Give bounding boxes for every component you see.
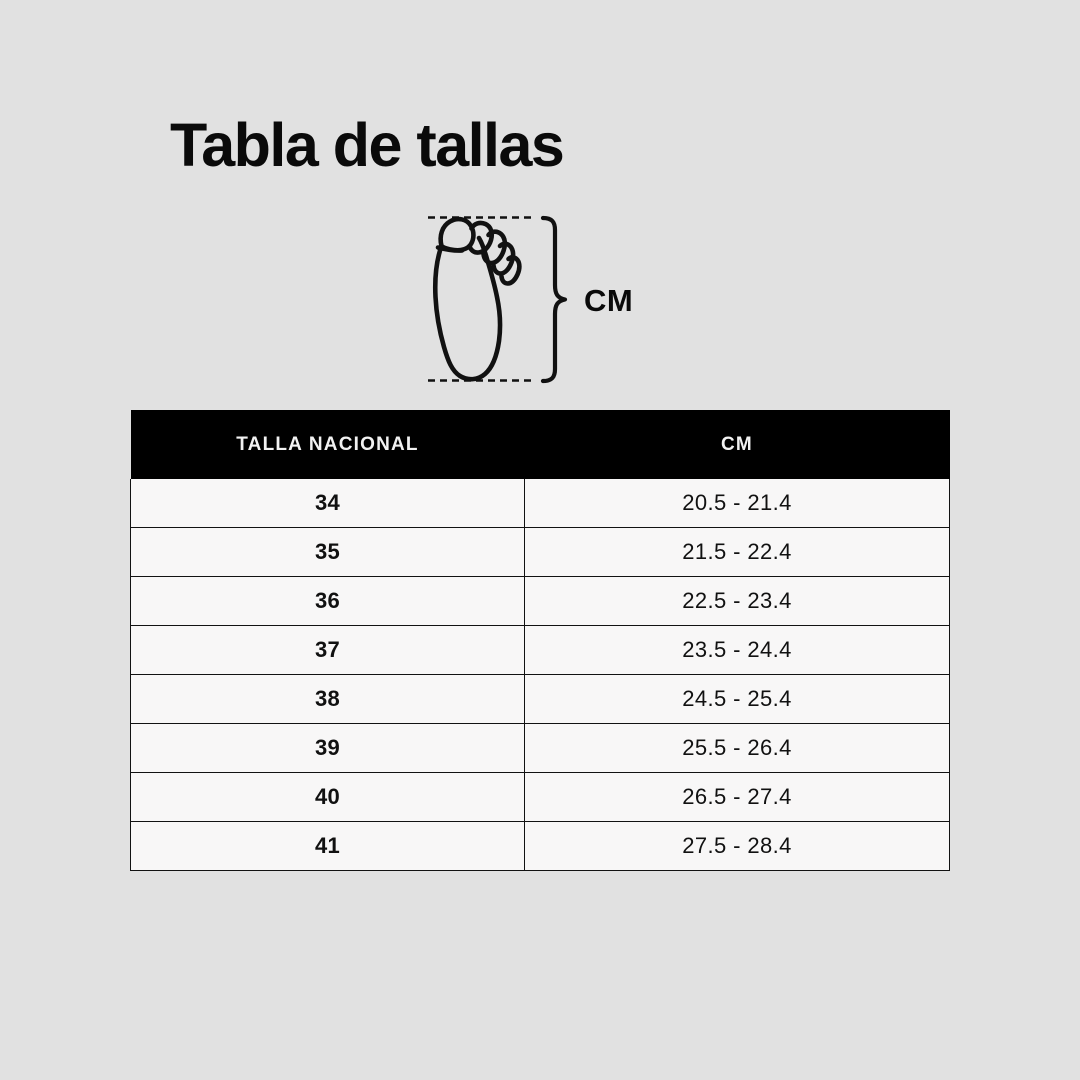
table-header-row: TALLA NACIONAL CM [130,410,950,479]
foot-measurement-diagram [410,205,670,395]
table-row: 34 20.5 - 21.4 [130,479,950,528]
table-row: 39 25.5 - 26.4 [130,723,950,773]
cell-talla: 38 [130,674,525,724]
cell-talla: 37 [130,625,525,675]
cell-cm: 26.5 - 27.4 [524,772,950,822]
page-title: Tabla de tallas [170,111,565,179]
cell-talla: 34 [130,479,525,528]
cell-cm: 20.5 - 21.4 [524,479,950,528]
cell-talla: 35 [130,527,525,577]
cell-talla: 36 [130,576,525,626]
cell-talla: 40 [130,772,525,822]
foot-sole-outline [432,216,522,382]
table-row: 36 22.5 - 23.4 [130,576,950,626]
column-header-cm: CM [524,410,950,479]
table-body: 34 20.5 - 21.4 35 21.5 - 22.4 36 22.5 - … [130,479,950,871]
cell-cm: 24.5 - 25.4 [524,674,950,724]
table-header: TALLA NACIONAL CM [130,410,950,479]
table-row: 40 26.5 - 27.4 [130,772,950,822]
cell-cm: 27.5 - 28.4 [524,821,950,871]
cell-talla: 41 [130,821,525,871]
cell-cm: 22.5 - 23.4 [524,576,950,626]
size-chart-table: TALLA NACIONAL CM 34 20.5 - 21.4 35 21.5… [130,410,950,871]
table-row: 38 24.5 - 25.4 [130,674,950,724]
measurement-brace [540,215,568,384]
column-header-talla-nacional: TALLA NACIONAL [130,410,525,479]
cell-cm: 21.5 - 22.4 [524,527,950,577]
table-row: 37 23.5 - 24.4 [130,625,950,675]
cell-cm: 25.5 - 26.4 [524,723,950,773]
cell-cm: 23.5 - 24.4 [524,625,950,675]
cell-talla: 39 [130,723,525,773]
table-row: 35 21.5 - 22.4 [130,527,950,577]
cm-measure-label: CM [584,283,634,318]
table-row: 41 27.5 - 28.4 [130,821,950,871]
